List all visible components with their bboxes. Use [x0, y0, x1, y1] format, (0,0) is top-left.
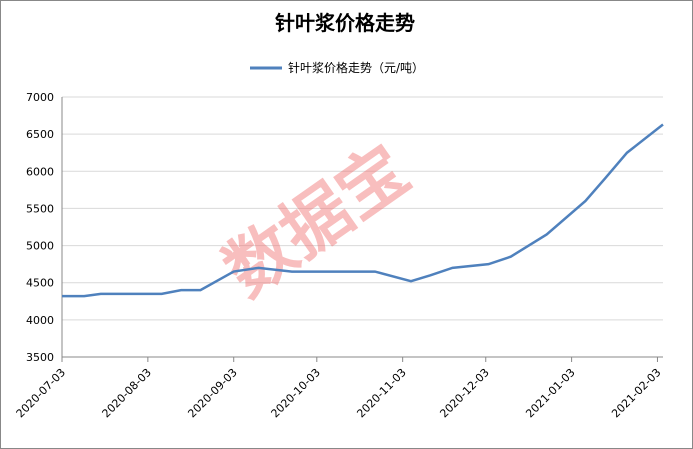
y-tick-label: 3500 — [26, 351, 54, 364]
y-tick-label: 6500 — [26, 128, 54, 141]
y-tick-label: 4500 — [26, 277, 54, 290]
y-tick-label: 5000 — [26, 240, 54, 253]
chart-title: 针叶浆价格走势 — [275, 11, 415, 35]
legend-label: 针叶浆价格走势（元/吨） — [288, 60, 424, 75]
y-tick-label: 7000 — [26, 91, 54, 104]
y-tick-label: 4000 — [26, 314, 54, 327]
y-tick-label: 5500 — [26, 202, 54, 215]
line-series — [62, 123, 664, 298]
y-tick-label: 6000 — [26, 165, 54, 178]
